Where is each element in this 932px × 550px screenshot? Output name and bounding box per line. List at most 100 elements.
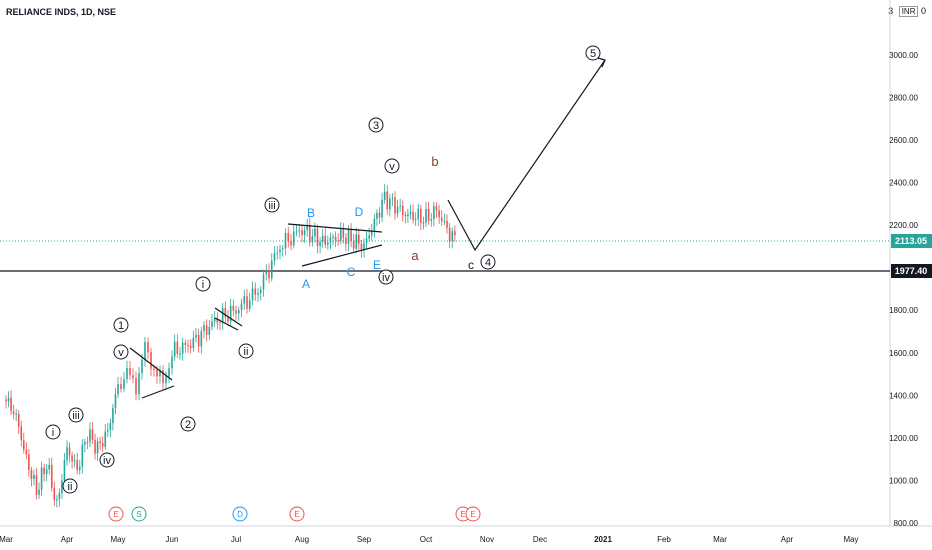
candle-body (281, 248, 284, 250)
candle-body (179, 353, 181, 355)
candle-body (232, 305, 235, 311)
candle-body (187, 345, 189, 347)
candle-body (425, 208, 427, 223)
candle-body (308, 224, 311, 243)
candle-body (12, 411, 15, 415)
trendline (129, 347, 173, 381)
triangle-label-c: C (347, 265, 356, 279)
wave-label-i-circle (45, 424, 61, 440)
corner-num: 3 (888, 6, 894, 16)
candle-body (314, 228, 316, 237)
time-tick-label: Feb (657, 535, 671, 544)
candle-body (270, 260, 273, 279)
time-tick-label: Mar (713, 535, 727, 544)
event-marker[interactable] (232, 506, 248, 522)
candle-body (38, 489, 40, 495)
projection-path (447, 59, 606, 252)
wave-label-iii: iii (72, 410, 79, 422)
time-tick-label: May (110, 535, 125, 544)
candle-body (350, 229, 352, 242)
candle-body (28, 454, 30, 471)
candle-body (147, 342, 149, 353)
candle-body (448, 227, 451, 241)
event-marker[interactable] (289, 506, 305, 522)
event-marker-label: E (470, 510, 475, 519)
candle-body (324, 235, 327, 245)
candle-body (63, 460, 66, 481)
candle-body (365, 238, 368, 244)
wave-label-ii-circle (62, 478, 78, 494)
candle-body (373, 218, 376, 231)
trendline (214, 307, 243, 327)
candle-body (355, 234, 358, 249)
wave-label-2-circle (180, 416, 196, 432)
candle-body (229, 305, 232, 322)
price-tick-label: 2400.00 (889, 179, 918, 188)
wave-label-i: i (52, 427, 54, 439)
candle-body (287, 233, 290, 242)
price-axis[interactable]: 3000.00 2800.00 2600.00 2400.00 2200.00 1800.… (889, 51, 918, 528)
wave-label-3-circle (368, 117, 384, 133)
event-marker[interactable] (465, 506, 481, 522)
wave-label-iv-2: iv (382, 272, 390, 284)
candle-body (156, 369, 158, 377)
candle-body (58, 493, 61, 500)
candle-body (221, 307, 224, 323)
candle-body (298, 230, 301, 232)
candle-body (243, 296, 246, 304)
wave-label-v-2-circle (384, 158, 400, 174)
wave-label-iii-2: iii (268, 200, 275, 212)
candle-body (248, 300, 251, 309)
candle-body (15, 413, 17, 415)
candle-body (339, 229, 342, 241)
candle-body (94, 440, 96, 454)
trendline-drawings[interactable] (129, 57, 606, 399)
wave-label-3: 3 (373, 120, 379, 132)
wave-label-i-2-circle (195, 276, 211, 292)
currency-badge[interactable]: INR (898, 6, 919, 17)
candle-body (292, 231, 295, 246)
candle-body (195, 334, 197, 338)
time-tick-label: 2021 (594, 535, 612, 544)
candle-body (347, 229, 350, 244)
candle-body (273, 253, 276, 261)
candle-body (368, 235, 370, 239)
candle-body (311, 236, 314, 243)
event-marker[interactable] (131, 506, 147, 522)
wave-label-5: 5 (590, 48, 596, 60)
candle-body (126, 368, 128, 380)
chart-title: RELIANCE INDS, 1D, NSE (6, 7, 117, 17)
time-tick-label: Apr (61, 535, 74, 544)
candle-body (25, 449, 28, 455)
candle-body (99, 441, 101, 444)
time-tick-label: Dec (533, 535, 547, 544)
event-marker-label: D (237, 510, 243, 519)
candle-body (81, 444, 84, 467)
candle-body (165, 376, 167, 384)
time-axis[interactable]: Mar Apr May Jun Jul Aug Sep Oct Nov Dec 2021 Feb Mar… (0, 535, 859, 544)
wave-label-iv-circle (99, 452, 115, 468)
candle-body (150, 352, 152, 369)
event-marker[interactable] (108, 506, 124, 522)
candle-body (399, 205, 401, 208)
wave-label-iv: iv (103, 455, 111, 467)
candle-body (378, 212, 381, 218)
candle-body (176, 341, 179, 354)
candle-body (259, 289, 262, 293)
wave-label-iii-2-circle (264, 197, 280, 213)
wave-label-v-2: v (389, 161, 395, 173)
candle-body (208, 326, 211, 335)
candle-body (435, 206, 438, 211)
corner-zero: 0 (920, 6, 926, 16)
triangle-label-a: A (302, 277, 310, 291)
currency-corner[interactable]: 3 INR 0 (888, 6, 926, 17)
candle-body (417, 208, 420, 219)
wave-label-2: 2 (185, 419, 191, 431)
candle-body (17, 413, 20, 427)
candle-body (78, 466, 81, 471)
candle-body (101, 443, 104, 447)
time-tick-label: Oct (420, 535, 433, 544)
candle-body (224, 307, 227, 318)
